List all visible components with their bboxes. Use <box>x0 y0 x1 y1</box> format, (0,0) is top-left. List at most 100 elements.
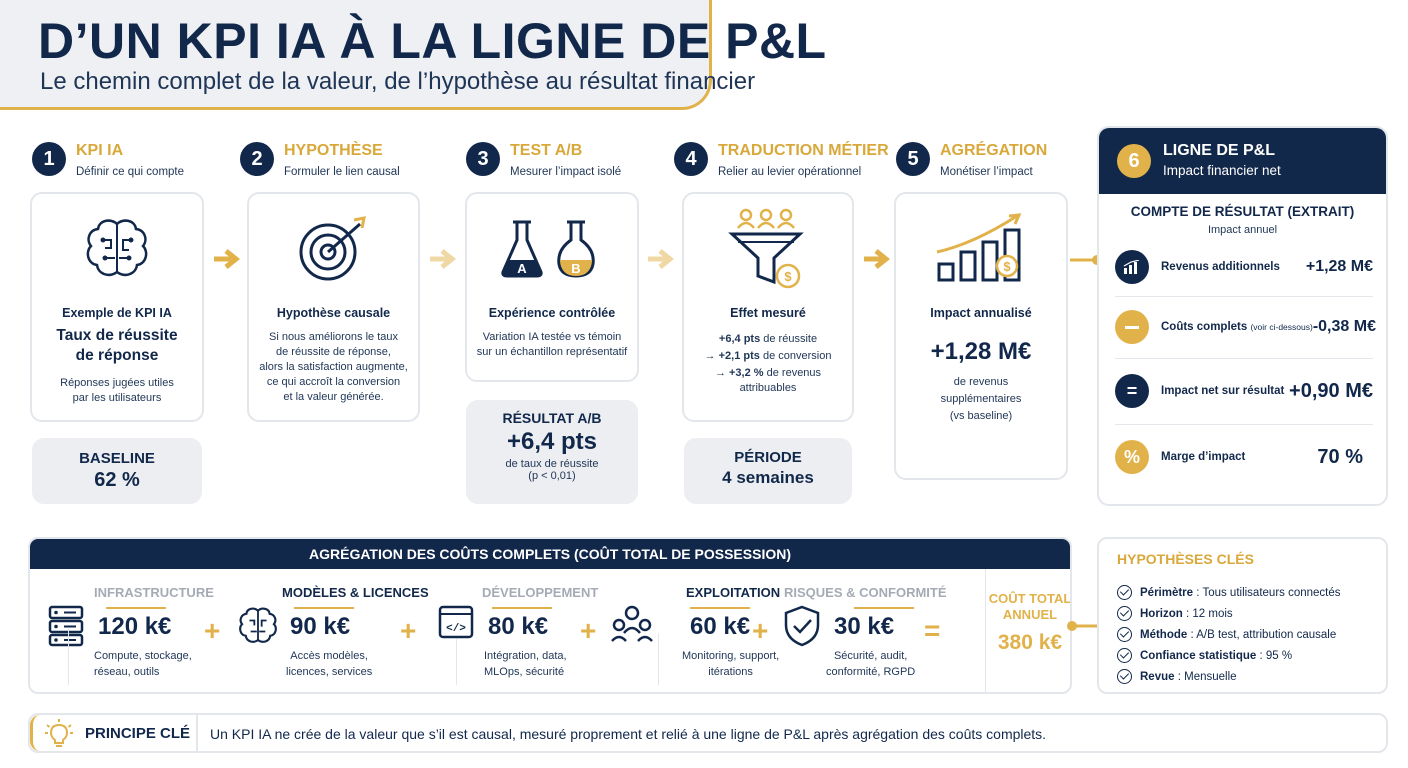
step-number: 1 <box>32 142 66 176</box>
bar-chart-icon <box>1115 250 1149 284</box>
ab-test-card: A B Expérience contrôlée Variation IA te… <box>465 192 639 382</box>
hypothesis-item: Méthode : A/B test, attribution causale <box>1117 627 1336 642</box>
step-subtitle: Définir ce qui compte <box>76 166 185 178</box>
pnl-row-value: -0,38 M€ <box>1312 318 1376 335</box>
key-principle-bar: PRINCIPE CLÉ Un KPI IA ne crée de la val… <box>28 713 1388 753</box>
flasks-icon: A B <box>501 220 595 278</box>
kpi-name-line1: Taux de réussite <box>56 327 178 344</box>
period-box: PÉRIODE 4 semaines <box>684 438 852 504</box>
growth-chart-icon: $ <box>936 213 1022 282</box>
kpi-card: Exemple de KPI IA Taux de réussite de ré… <box>30 192 204 422</box>
step-number: 4 <box>674 142 708 176</box>
total-label1: COÛT TOTAL <box>988 591 1072 606</box>
cost-value: 120 k€ <box>98 613 172 640</box>
hypothesis-item: Revue : Mensuelle <box>1117 669 1237 684</box>
pnl-section-title: COMPTE DE RÉSULTAT (EXTRAIT) <box>1130 204 1355 219</box>
gold-underline <box>690 607 750 609</box>
divider <box>658 633 659 685</box>
pnl-row-label: Impact net sur résultat <box>1161 385 1285 397</box>
key-hypotheses-panel: HYPOTHÈSES CLÉS Périmètre : Tous utilisa… <box>1097 537 1388 694</box>
ab-result-value: +6,4 pts <box>506 428 598 455</box>
lightbulb-icon <box>45 719 73 747</box>
ab-desc-line1: Variation IA testée vs témoin <box>482 331 622 343</box>
step-title: KPI IA <box>76 142 124 159</box>
divider <box>1115 358 1373 359</box>
minus-icon <box>1115 310 1149 344</box>
gold-underline <box>492 607 552 609</box>
percent-icon: % <box>1115 440 1149 474</box>
brain-icon <box>86 219 148 277</box>
step-number: 2 <box>240 142 274 176</box>
hypothesis-line: de réussite de réponse, <box>276 346 391 358</box>
header-banner: D’UN KPI IA À LA LIGNE DE P&L Le chemin … <box>0 0 826 110</box>
card-label: Impact annualisé <box>930 306 1032 320</box>
effect-line: attribuables <box>739 382 797 394</box>
cost-desc: Accès modèles, licences, services <box>286 650 373 678</box>
divider <box>68 629 69 685</box>
principle-label-box: PRINCIPE CLÉ <box>30 715 198 751</box>
divider <box>1115 424 1373 425</box>
page-subtitle: Le chemin complet de la valeur, de l’hyp… <box>40 68 756 95</box>
kpi-name-line2: de réponse <box>75 347 159 364</box>
impact-desc: supplémentaires <box>940 393 1022 405</box>
cost-title: DÉVELOPPEMENT <box>482 585 599 600</box>
cost-desc: Monitoring, support, itérations <box>682 650 780 678</box>
step-subtitle: Relier au levier opérationnel <box>718 166 862 178</box>
card-label: Expérience contrôlée <box>488 306 616 320</box>
step-title: TEST A/B <box>510 142 583 159</box>
step-subtitle: Formuler le lien causal <box>284 166 400 178</box>
pnl-row-label: Revenus additionnels <box>1161 261 1280 273</box>
plus-sign: + <box>580 615 597 646</box>
pnl-section-subtitle: Impact annuel <box>1207 224 1278 236</box>
brain-icon <box>239 607 277 643</box>
cost-value: 90 k€ <box>290 613 351 640</box>
code-glyph: </> <box>446 623 466 635</box>
card-label: Effet mesuré <box>730 306 806 320</box>
hypothesis-item: Périmètre : Tous utilisateurs connectés <box>1117 585 1341 600</box>
divider <box>456 639 457 685</box>
team-icon <box>611 605 653 642</box>
arrow-right-icon <box>214 249 241 269</box>
server-icon <box>48 605 84 647</box>
baseline-box: BASELINE 62 % <box>32 438 202 504</box>
pnl-row-net-impact: = Impact net sur résultat +0,90 M€ <box>1115 366 1373 416</box>
period-label: PÉRIODE <box>734 449 802 466</box>
step-1-header: 1 KPI IA Définir ce qui compte <box>32 142 184 178</box>
pnl-row-value: 70 % <box>1317 445 1363 468</box>
coin-symbol: $ <box>784 269 792 284</box>
cost-item-infrastructure: INFRASTRUCTURE 120 k€ Compute, stockage,… <box>30 569 216 692</box>
pnl-row-revenue: Revenus additionnels +1,28 M€ <box>1115 242 1373 292</box>
gold-underline <box>106 607 166 609</box>
cost-desc: Compute, stockage, réseau, outils <box>94 650 192 678</box>
check-circle-icon <box>1117 669 1132 684</box>
hypothesis-item: Horizon : 12 mois <box>1117 606 1233 621</box>
cost-item-models: MODÈLES & LICENCES 90 k€ Accès modèles, l… <box>230 569 429 692</box>
effect-line: → +3,2 % de revenus <box>714 367 822 379</box>
impact-desc: (vs baseline) <box>949 410 1013 422</box>
pnl-panel: 6 LIGNE DE P&L Impact financier net COMP… <box>1097 126 1388 506</box>
baseline-label: BASELINE <box>79 450 155 467</box>
principle-text: Un KPI IA ne crée de la valeur que s’il … <box>210 726 1047 742</box>
business-card: $ Effet mesuré +6,4 pts de réussite → +2… <box>682 192 854 422</box>
ab-result-desc2: (p < 0,01) <box>528 470 576 482</box>
step-title: HYPOTHÈSE <box>284 142 383 159</box>
card-label: Exemple de KPI IA <box>62 306 172 320</box>
pnl-row-label: Coûts complets (voir ci-dessous) <box>1161 321 1313 333</box>
plus-sign: + <box>204 615 221 646</box>
step-3-header: 3 TEST A/B Mesurer l’impact isolé <box>466 142 621 178</box>
ab-result-box: RÉSULTAT A/B +6,4 pts de taux de réussit… <box>466 400 638 504</box>
hypothesis-line: ce qui accroît la conversion <box>266 376 401 388</box>
step-2-header: 2 HYPOTHÈSE Formuler le lien causal <box>240 142 400 178</box>
plus-sign: + <box>752 615 769 646</box>
impact-value: +1,28 M€ <box>930 338 1032 365</box>
step-number: 6 <box>1117 144 1151 178</box>
ab-desc-line2: sur un échantillon représentatif <box>476 346 628 358</box>
equals-icon: = <box>1115 374 1149 408</box>
step-number: 3 <box>466 142 500 176</box>
pnl-row-costs: Coûts complets (voir ci-dessous) -0,38 M… <box>1115 302 1376 352</box>
baseline-value: 62 % <box>94 469 140 491</box>
target-icon <box>299 216 366 281</box>
cost-item-development: </> DÉVELOPPEMENT 80 k€ Intégration, dat… <box>430 569 610 692</box>
ab-result-desc1: de taux de réussite <box>505 458 599 470</box>
divider <box>1115 296 1373 297</box>
